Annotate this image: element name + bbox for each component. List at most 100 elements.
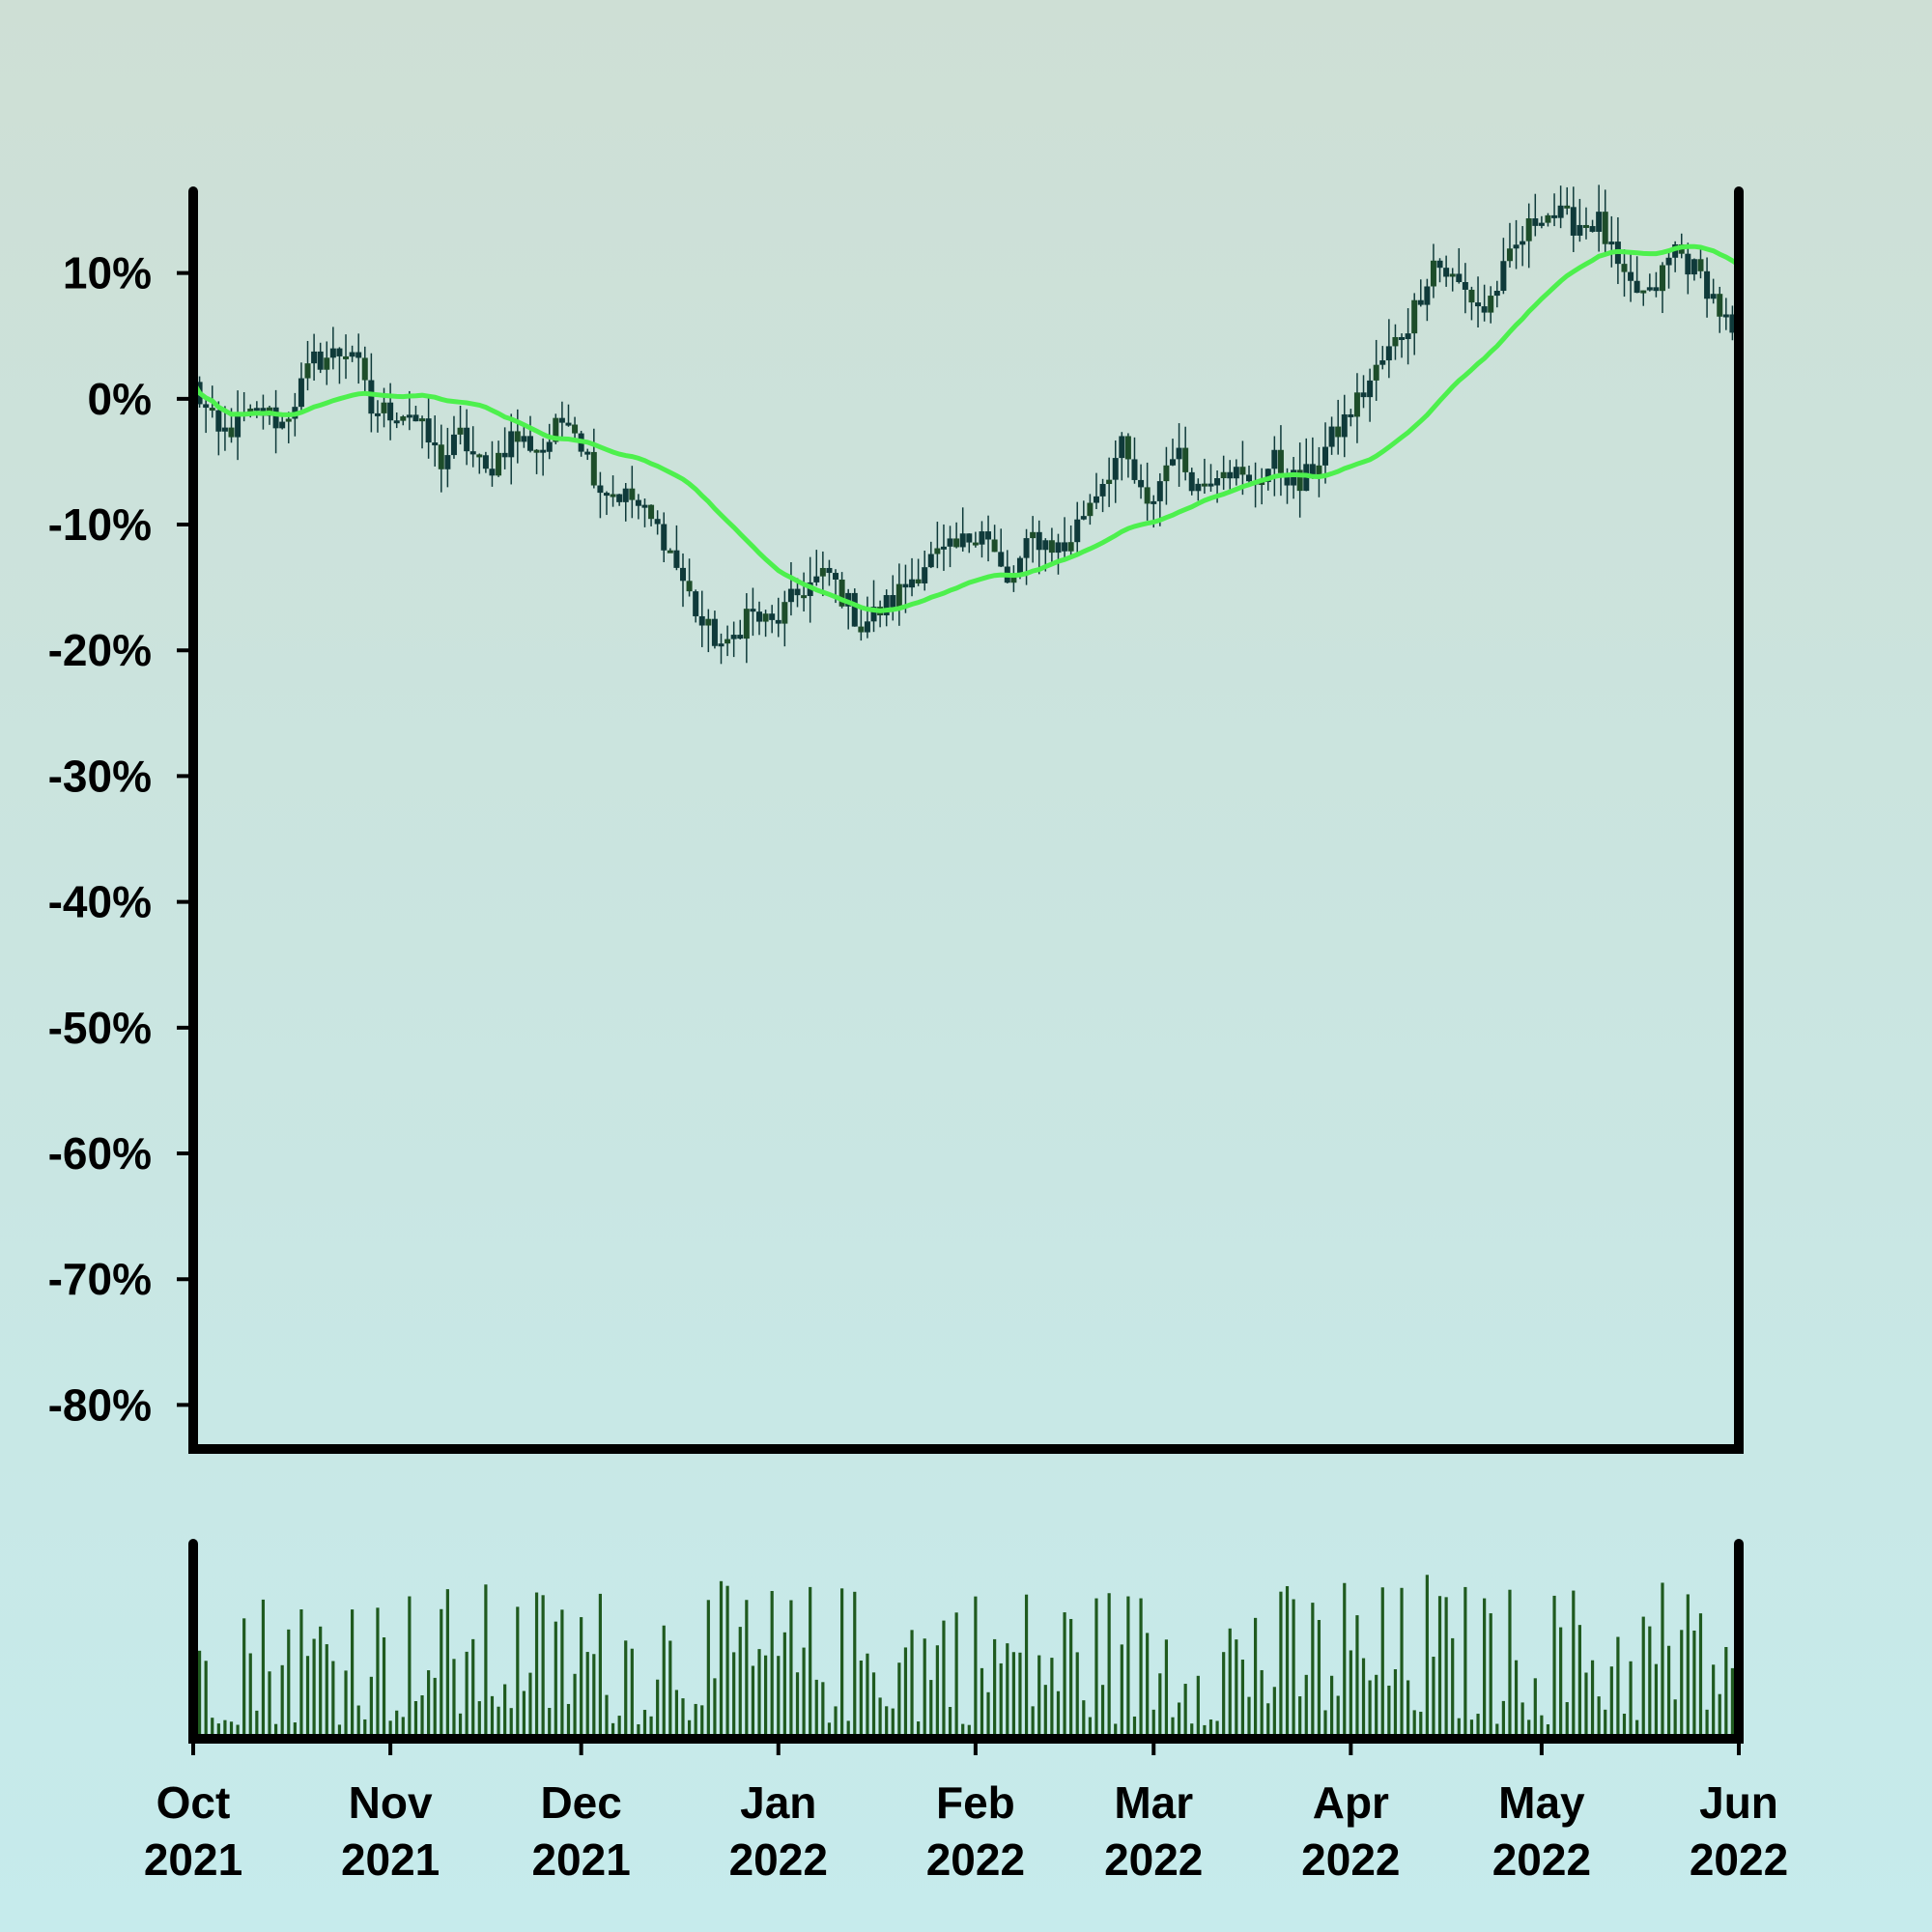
volume-bar — [261, 1599, 266, 1735]
candle — [1220, 455, 1227, 490]
candle — [718, 633, 724, 665]
candle — [1316, 446, 1322, 497]
candle — [781, 590, 788, 647]
candle — [1570, 186, 1577, 252]
candle — [1291, 457, 1297, 499]
volume-bar — [1514, 1660, 1519, 1735]
volume-bar — [1552, 1595, 1556, 1735]
volume-bar — [1501, 1700, 1505, 1735]
candle — [469, 426, 476, 468]
volume-bar — [401, 1717, 405, 1735]
volume-bar — [255, 1710, 259, 1735]
candle — [432, 415, 439, 467]
x-tick-month: Jan — [740, 1777, 816, 1828]
volume-bar — [814, 1679, 818, 1735]
candle — [922, 550, 928, 591]
volume-bar — [1215, 1720, 1219, 1735]
candle — [801, 572, 808, 611]
candle — [1182, 426, 1189, 481]
candle — [482, 451, 489, 473]
candle — [298, 362, 304, 411]
candle — [1704, 257, 1711, 318]
volume-bar — [1425, 1575, 1429, 1735]
candle — [890, 575, 896, 621]
volume-bar — [1317, 1619, 1321, 1735]
candle — [1424, 278, 1431, 322]
volume-bar — [795, 1672, 800, 1735]
candle — [1449, 268, 1456, 292]
candle — [934, 522, 941, 569]
volume-bar — [738, 1627, 742, 1735]
volume-bar — [528, 1672, 532, 1735]
candle — [464, 409, 470, 466]
volume-bar — [458, 1713, 463, 1735]
volume-bar — [1069, 1618, 1073, 1735]
candle — [1665, 249, 1672, 289]
volume-bar — [452, 1659, 456, 1735]
volume-bar — [687, 1719, 692, 1735]
candle — [711, 611, 718, 649]
volume-bar — [1075, 1652, 1079, 1735]
candle — [1303, 438, 1310, 492]
volume-bar — [1400, 1587, 1404, 1735]
candle — [756, 601, 763, 636]
candle — [1023, 528, 1030, 585]
volume-bar — [1139, 1598, 1143, 1735]
volume-bar — [229, 1721, 234, 1735]
volume-bar — [1043, 1685, 1047, 1735]
candle — [558, 401, 565, 439]
candle — [565, 404, 572, 427]
candle — [1589, 219, 1596, 233]
candle — [1500, 238, 1507, 295]
volume-bar — [427, 1670, 431, 1735]
candle — [1659, 262, 1665, 314]
candle — [1119, 432, 1125, 481]
candle — [787, 561, 794, 616]
volume-bar — [1203, 1724, 1207, 1735]
volume-bar — [974, 1596, 978, 1735]
candle — [1475, 276, 1482, 328]
volume-bar — [624, 1640, 628, 1735]
volume-bar — [853, 1591, 857, 1735]
volume-bar — [1146, 1633, 1150, 1735]
candle — [329, 327, 336, 370]
volume-bar — [891, 1708, 895, 1735]
candle — [1208, 464, 1214, 492]
y-tick-label: 0% — [88, 374, 152, 424]
candle — [1729, 305, 1736, 341]
y-tick-label: -40% — [48, 877, 152, 927]
volume-bar — [471, 1638, 475, 1735]
candle — [590, 428, 597, 489]
candle — [1296, 442, 1303, 518]
volume-bar — [319, 1626, 323, 1735]
candle — [476, 453, 483, 474]
y-axis: 10% 0% -10% -20% -30% -40% -50% -60% -70% -80% — [48, 248, 193, 1430]
candle — [1087, 494, 1094, 526]
candle — [1717, 286, 1723, 333]
candle — [1628, 253, 1634, 302]
candle — [412, 406, 419, 422]
volume-bar — [413, 1701, 418, 1735]
y-tick-label: -50% — [48, 1003, 152, 1053]
volume-bar — [1680, 1630, 1684, 1735]
candle — [775, 597, 781, 638]
volume-bar — [1698, 1613, 1703, 1735]
volume-bar — [382, 1637, 386, 1735]
volume-bar — [1285, 1585, 1290, 1735]
candle — [1634, 256, 1640, 294]
volume-bar — [630, 1648, 634, 1735]
volume-bar — [1476, 1714, 1480, 1735]
volume-bar — [694, 1703, 697, 1735]
candle — [324, 341, 330, 385]
volume-bar — [1272, 1687, 1276, 1735]
volume-bar — [878, 1697, 882, 1735]
volume-bar — [268, 1671, 271, 1735]
candle — [1036, 520, 1042, 575]
x-tick-year: 2022 — [1104, 1834, 1203, 1885]
candle — [1405, 308, 1411, 365]
volume-bar — [897, 1662, 901, 1735]
volume-bar — [1527, 1719, 1531, 1735]
candle — [743, 593, 750, 664]
volume-bar — [1240, 1660, 1245, 1735]
volume-bar — [1489, 1613, 1492, 1735]
